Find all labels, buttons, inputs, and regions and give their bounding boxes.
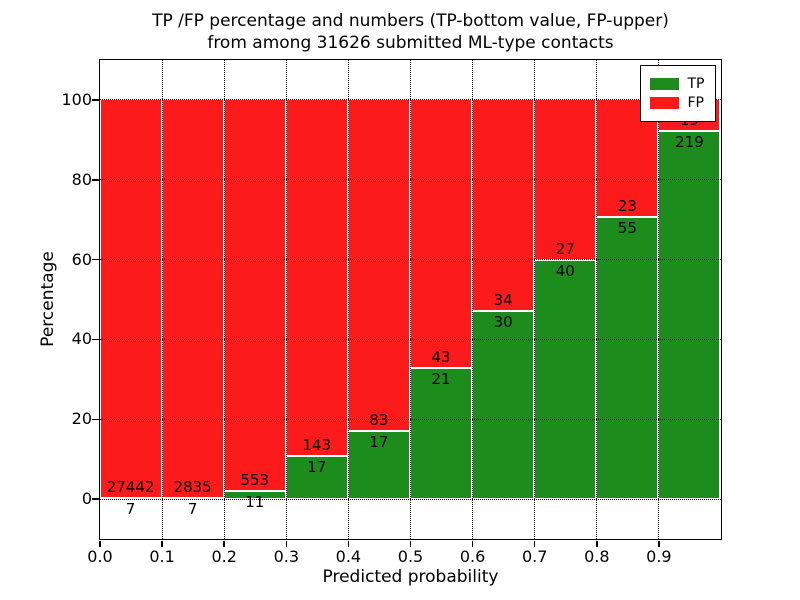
bar-segment-fp [472, 99, 535, 312]
x-tick-label: 0.7 [521, 547, 548, 566]
gridline-horizontal [99, 338, 721, 340]
gridline-vertical [472, 59, 474, 539]
y-tick-mark [92, 338, 99, 341]
x-tick-label: 0.9 [646, 547, 672, 566]
gridline-vertical [596, 59, 598, 539]
bar-segment-fp [99, 99, 162, 499]
bar-segment-tp [472, 311, 535, 499]
y-tick-mark [92, 179, 99, 181]
bar-fp-count-label: 34 [493, 291, 513, 310]
bar-tp-count-label: 30 [493, 313, 513, 332]
x-tick-label: 0.8 [584, 547, 610, 566]
chart-title-line1: TP /FP percentage and numbers (TP-bottom… [152, 11, 669, 31]
y-tick-mark [92, 498, 99, 500]
y-tick-label: 80 [71, 169, 92, 189]
y-tick-label: 40 [71, 329, 92, 349]
gridline-vertical [658, 59, 660, 539]
x-tick-mark [533, 540, 536, 547]
x-tick-mark [658, 540, 660, 547]
bar-fp-count-label: 553 [240, 470, 270, 489]
legend-swatch-tp-icon [649, 77, 679, 90]
x-tick-mark [471, 540, 474, 547]
x-tick-mark [99, 540, 101, 547]
y-tick-label: 0 [81, 489, 92, 509]
x-tick-label: 0.1 [149, 547, 175, 566]
bar-segment-fp [161, 99, 224, 498]
legend: TP FP [639, 64, 716, 122]
bar-segment-tp [658, 131, 721, 499]
bar-fp-count-label: 27 [555, 240, 575, 259]
bar-segment-tp [534, 260, 597, 499]
x-tick-label: 0.2 [211, 547, 237, 566]
gridline-horizontal [99, 498, 721, 500]
y-tick-mark [92, 418, 99, 420]
gridline-vertical [161, 59, 163, 539]
legend-label-tp: TP [687, 75, 705, 92]
y-tick-label: 60 [71, 249, 92, 269]
y-tick-mark [92, 258, 99, 261]
y-tick-label: 20 [71, 409, 92, 429]
gridline-horizontal [99, 418, 721, 420]
bar-tp-count-label: 21 [431, 369, 451, 388]
x-axis-label: Predicted probability [322, 567, 499, 587]
bar-tp-count-label: 40 [555, 262, 575, 281]
x-tick-label: 0.0 [87, 547, 113, 566]
bar-tp-count-label: 17 [307, 458, 327, 477]
legend-swatch-fp-icon [649, 96, 679, 109]
bar-segment-fp [410, 99, 473, 368]
bar-fp-count-label: 143 [302, 436, 332, 455]
gridline-vertical [347, 59, 349, 539]
x-tick-mark [223, 540, 225, 547]
x-tick-mark [596, 540, 598, 547]
gridline-vertical [410, 59, 411, 539]
chart-title: TP /FP percentage and numbers (TP-bottom… [100, 10, 721, 54]
x-tick-mark [161, 540, 163, 547]
x-tick-label: 0.4 [335, 547, 362, 566]
bar-fp-count-label: 23 [617, 197, 637, 216]
bar-segment-tp [347, 430, 410, 499]
bar-fp-count-label: 2835 [173, 477, 212, 496]
bar-fp-count-label: 27442 [106, 478, 155, 497]
x-tick-label: 0.3 [273, 547, 300, 566]
bar-segment-tp [596, 217, 659, 499]
gridline-vertical [534, 59, 536, 539]
legend-item-fp: FP [649, 94, 705, 111]
legend-item-tp: TP [649, 75, 705, 92]
gridline-vertical [223, 59, 225, 539]
bar-fp-count-label: 43 [431, 347, 451, 366]
bar-tp-count-label: 7 [125, 500, 136, 519]
gridline-horizontal [99, 99, 721, 101]
chart-title-line2: from among 31626 submitted ML-type conta… [207, 33, 614, 53]
bar-fp-count-label: 83 [369, 410, 389, 429]
x-tick-mark [347, 540, 350, 547]
x-tick-label: 0.5 [397, 547, 424, 566]
bar-tp-count-label: 219 [675, 133, 704, 152]
bar-tp-count-label: 11 [245, 492, 265, 511]
bar-tp-count-label: 17 [369, 432, 389, 451]
plot-area: 27442 7 2835 7 553 11 143 17 83 17 43 21 34 30 27 40 23 5… [98, 58, 722, 540]
bar-tp-count-label: 7 [187, 499, 198, 518]
y-tick-label: 100 [61, 89, 92, 109]
gridline-horizontal [99, 259, 721, 261]
x-tick-mark [409, 540, 412, 547]
bar-segment-fp [223, 99, 286, 491]
x-tick-mark [285, 540, 288, 547]
x-tick-label: 0.6 [459, 547, 486, 566]
bar-segment-fp [285, 99, 348, 457]
legend-label-fp: FP [687, 94, 705, 111]
bar-tp-count-label: 55 [617, 219, 637, 238]
gridline-horizontal [99, 179, 721, 181]
gridline-vertical [285, 59, 287, 539]
y-tick-mark [92, 99, 99, 101]
bar-segment-fp [347, 99, 410, 431]
bar-segment-tp [285, 456, 348, 499]
